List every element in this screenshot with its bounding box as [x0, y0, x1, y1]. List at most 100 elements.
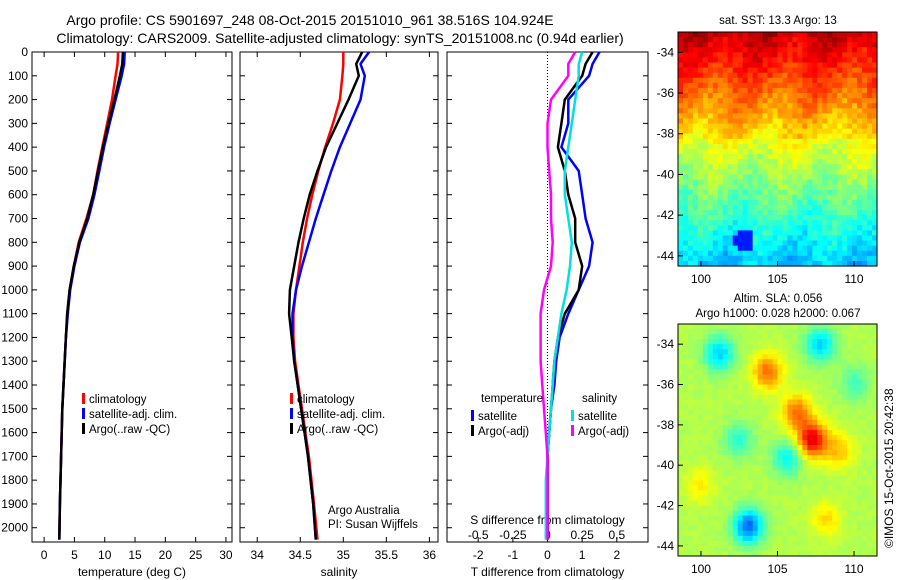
heat-cell — [687, 530, 694, 537]
heat-cell — [722, 505, 729, 512]
heat-cell — [837, 128, 843, 135]
heat-cell — [782, 389, 789, 396]
heat-cell — [732, 87, 739, 94]
heat-cell — [692, 87, 699, 94]
heat-cell — [767, 369, 774, 376]
heat-cell — [772, 108, 779, 114]
heat-cell — [697, 530, 704, 537]
heat-cell — [682, 369, 689, 376]
heat-cell — [687, 550, 694, 557]
heat-cell — [767, 133, 774, 140]
heat-cell — [732, 540, 739, 547]
heat-cell — [802, 128, 808, 135]
heat-cell — [832, 500, 838, 507]
heat-cell — [772, 379, 779, 386]
heat-cell — [782, 329, 789, 335]
heat-cell — [747, 123, 754, 130]
heat-cell — [842, 235, 848, 242]
heat-cell — [847, 159, 853, 165]
heat-cell — [787, 189, 794, 196]
heat-cell — [852, 32, 858, 38]
heat-cell — [747, 260, 754, 267]
heat-cell — [702, 535, 709, 542]
heat-cell — [862, 133, 868, 140]
heat-cell — [732, 240, 739, 247]
heat-cell — [777, 154, 784, 160]
heat-cell — [777, 174, 784, 181]
sst-ytick-label: -38 — [657, 127, 675, 141]
heat-cell — [742, 82, 749, 89]
heat-cell — [812, 204, 818, 211]
heat-cell — [862, 174, 868, 181]
heat-cell — [752, 204, 759, 211]
heat-cell — [747, 67, 754, 74]
heat-cell — [712, 389, 719, 396]
heat-cell — [732, 143, 739, 150]
sst-ytick-label: -40 — [657, 167, 675, 181]
heat-cell — [687, 399, 694, 406]
heat-cell — [872, 394, 878, 401]
heat-cell — [712, 174, 719, 181]
heat-cell — [772, 460, 779, 466]
heat-cell — [762, 93, 769, 99]
heat-cell — [692, 520, 699, 527]
heat-cell — [737, 399, 744, 406]
heat-cell — [817, 103, 823, 109]
heat-cell — [678, 57, 684, 64]
heat-cell — [807, 118, 813, 125]
heat-cell — [817, 424, 823, 431]
heat-cell — [712, 344, 719, 350]
heat-cell — [817, 455, 823, 461]
heat-cell — [817, 143, 823, 150]
heat-cell — [872, 128, 878, 135]
heat-cell — [867, 103, 873, 109]
heat-cell — [812, 179, 818, 186]
heat-cell — [747, 445, 754, 451]
heat-cell — [692, 103, 699, 109]
heat-cell — [697, 384, 704, 391]
heat-cell — [707, 419, 714, 426]
heat-cell — [712, 118, 719, 125]
heat-cell — [732, 103, 739, 109]
heat-cell — [867, 235, 873, 242]
heat-cell — [717, 540, 724, 547]
heat-cell — [692, 199, 699, 206]
heat-cell — [702, 550, 709, 557]
heat-cell — [857, 470, 863, 476]
heat-cell — [678, 143, 684, 150]
heat-cell — [742, 159, 749, 165]
depth-tick-label: 0 — [21, 45, 28, 59]
heat-cell — [777, 490, 784, 497]
heat-cell — [817, 434, 823, 441]
heat-cell — [797, 495, 803, 502]
heat-cell — [787, 87, 794, 94]
heat-cell — [722, 354, 729, 360]
heat-cell — [847, 133, 853, 140]
heat-cell — [842, 465, 848, 471]
heat-cell — [867, 118, 873, 125]
heat-cell — [692, 404, 699, 411]
heat-cell — [847, 369, 853, 376]
heat-cell — [737, 143, 744, 150]
heat-cell — [747, 133, 754, 140]
heat-cell — [712, 108, 719, 114]
heat-cell — [842, 143, 848, 150]
heat-cell — [782, 394, 789, 401]
heat-cell — [707, 550, 714, 557]
heat-cell — [727, 369, 734, 376]
heat-cell — [857, 67, 863, 74]
heat-cell — [727, 245, 734, 252]
heat-cell — [742, 179, 749, 186]
heat-cell — [827, 93, 833, 99]
heat-cell — [737, 179, 744, 186]
heat-cell — [757, 37, 764, 43]
heat-cell — [757, 414, 764, 421]
heat-cell — [772, 384, 779, 391]
heat-cell — [692, 77, 699, 84]
heat-cell — [682, 450, 689, 456]
heat-cell — [717, 414, 724, 421]
heat-cell — [702, 52, 709, 59]
heat-cell — [772, 240, 779, 247]
heat-cell — [862, 389, 868, 396]
heat-cell — [872, 475, 878, 481]
